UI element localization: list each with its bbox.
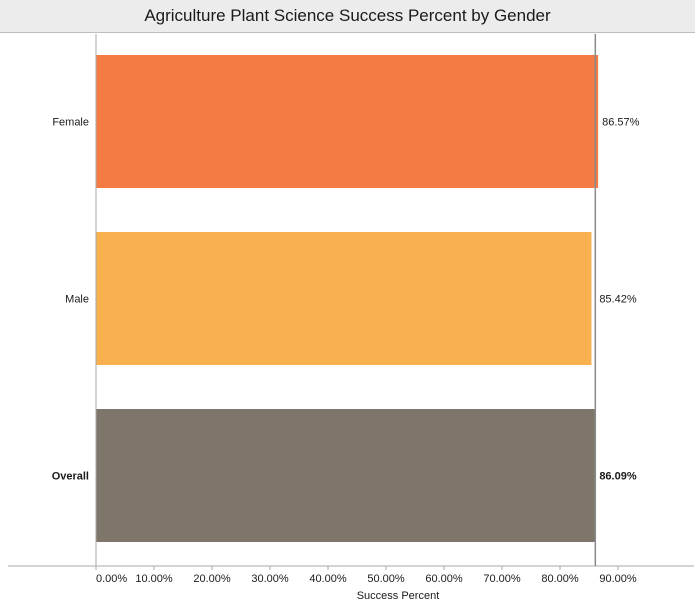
x-tick-label: 80.00% (541, 573, 579, 585)
chart-title: Agriculture Plant Science Success Percen… (144, 6, 551, 25)
bar-overall (96, 409, 596, 542)
value-label-female: 86.57% (602, 117, 640, 129)
value-label-overall: 86.09% (599, 471, 637, 483)
bar-male (96, 232, 592, 365)
x-tick-label: 40.00% (309, 573, 347, 585)
category-label-female: Female (52, 117, 89, 129)
category-label-overall: Overall (52, 471, 89, 483)
x-tick-label: 0.00% (96, 573, 127, 585)
x-tick-label: 10.00% (135, 573, 173, 585)
category-label-male: Male (65, 294, 89, 306)
x-tick-label: 70.00% (483, 573, 521, 585)
chart-title-bar: Agriculture Plant Science Success Percen… (0, 0, 695, 33)
x-tick-label: 90.00% (599, 573, 637, 585)
x-tick-label: 30.00% (251, 573, 289, 585)
value-label-male: 85.42% (599, 294, 637, 306)
bar-female (96, 55, 599, 188)
x-tick-label: 50.00% (367, 573, 405, 585)
x-tick-label: 60.00% (425, 573, 463, 585)
x-tick-label: 20.00% (193, 573, 231, 585)
x-axis-title: Success Percent (357, 590, 440, 602)
